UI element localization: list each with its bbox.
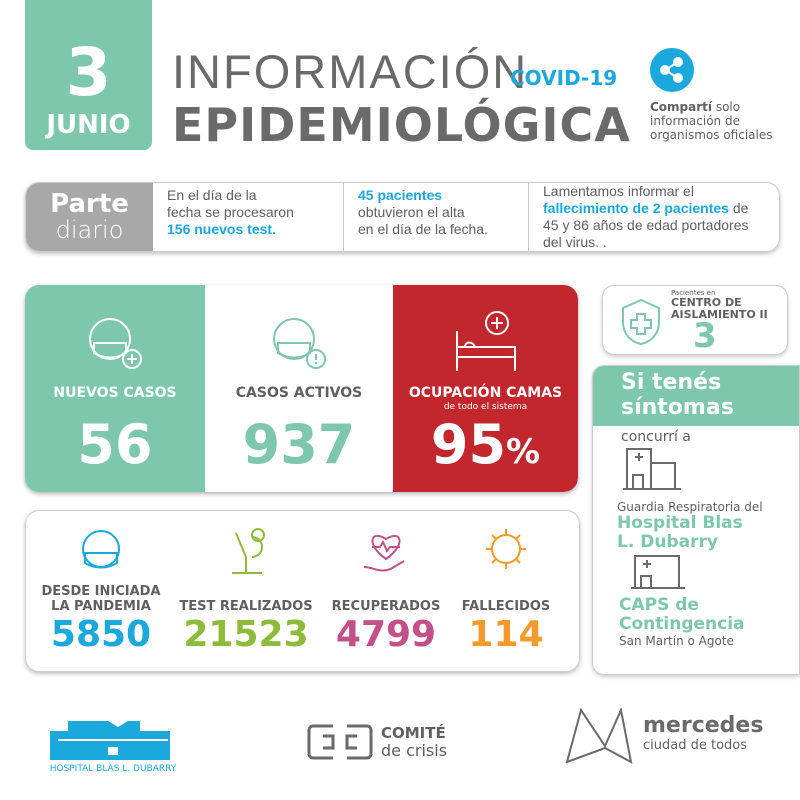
comite-logo: COMITÉ de crisis: [305, 722, 447, 762]
share-bold: Compartí: [650, 100, 713, 114]
hospital-bed-icon: [455, 311, 516, 371]
casos-activos-panel: CASOS ACTIVOS 937: [205, 285, 393, 492]
sintomas-card: Si tenés síntomas concurrí a Guardia Resp…: [592, 365, 800, 675]
mercedes-logo: mercedes ciudad de todos: [565, 708, 763, 764]
stat-label: RECUPERADOS: [331, 599, 441, 614]
date-month: JUNIO: [46, 110, 131, 140]
parte-fallecidos: Lamentamos informar el fallecimiento de 2…: [528, 183, 779, 251]
t: en el día de la fecha.: [358, 221, 488, 237]
title-line1: INFORMACIÓN: [172, 45, 529, 98]
share-icon[interactable]: [650, 48, 694, 92]
share-rest: solo: [712, 100, 741, 114]
stat-value: 4799: [335, 614, 437, 655]
t: En el día de la: [167, 187, 257, 203]
parte-diario: Parte diario En el día de la fecha se proc…: [25, 182, 780, 252]
t: de: [728, 200, 749, 216]
centro-value: 3: [693, 316, 717, 356]
stat-value: 21523: [183, 614, 309, 655]
heart-hand-icon: [363, 534, 405, 572]
stat-value: 5850: [50, 614, 152, 655]
stat-tests: TEST REALIZADOS 21523: [176, 523, 316, 656]
camas-unit: %: [506, 432, 541, 472]
t: CAPS de: [619, 595, 699, 615]
microscope-icon: [232, 528, 265, 574]
comite-text: COMITÉ: [381, 724, 446, 742]
stat-value: 114: [468, 614, 544, 655]
activos-label: CASOS ACTIVOS: [235, 385, 363, 401]
camas-label: OCUPACIÓN CAMAS: [408, 385, 563, 401]
share-line2: información de: [650, 114, 740, 128]
parte-bold: Parte: [50, 189, 129, 219]
caps-address: San Martín o Agote: [619, 634, 734, 648]
share-note: Compartí solo información de organismos …: [650, 100, 772, 142]
cumulative-stats: DESDE INICIADA LA PANDEMIA 5850 TEST REA…: [25, 510, 580, 672]
t: obtuvieron el alta: [358, 204, 465, 220]
covid-tag: COVID-19: [510, 66, 618, 90]
concurri-text: concurrí a: [621, 429, 691, 445]
activos-value: 937: [242, 413, 356, 476]
t: 45 y 86 años de edad portadores: [543, 217, 749, 233]
share-line3: organismos oficiales: [650, 128, 773, 142]
t: Lamentamos informar el: [543, 183, 694, 199]
t: fecha se procesaron: [167, 204, 294, 220]
parte-light: diario: [55, 216, 124, 244]
sintomas-header: Si tenés síntomas: [593, 366, 799, 426]
centro-l1: CENTRO DE: [671, 296, 742, 309]
t: del virus. .: [543, 234, 607, 250]
hospital-logo-text: HOSPITAL BLAS L. DUBARRY: [49, 764, 177, 774]
clinic-building-icon: [631, 555, 685, 589]
stat-label: TEST REALIZADOS: [179, 599, 313, 614]
parte-label: Parte diario: [26, 183, 153, 251]
stat-fallecidos: FALLECIDOS 114: [436, 523, 576, 656]
nuevos-casos-panel: NUEVOS CASOS 56: [25, 285, 205, 492]
masked-face-icon: [89, 318, 142, 369]
tests-highlight: 156 nuevos test.: [167, 221, 276, 237]
mercedes-m-logo: [565, 708, 633, 764]
centro-pre: Pacientes en: [671, 289, 716, 297]
hospital-building-logo: [50, 721, 170, 761]
camas-sub: de todo el sistema: [443, 402, 528, 412]
t: L. Dubarry: [617, 532, 718, 552]
centro-l2: AISLAMIENTO II: [671, 308, 768, 321]
title-line2: EPIDEMIOLÓGICA: [172, 98, 631, 152]
t: Si tenés: [621, 370, 722, 395]
t: Hospital Blas: [617, 513, 743, 533]
masked-face-alert-icon: [273, 318, 326, 369]
altas-highlight: 45 pacientes: [358, 187, 443, 203]
crisis-text: de crisis: [381, 741, 448, 760]
centro-aislamiento-card: Pacientes en CENTRO DE AISLAMIENTO II 3: [602, 285, 788, 355]
stat-pandemia: DESDE INICIADA LA PANDEMIA 5850: [31, 523, 171, 656]
shield-cross-icon: [622, 298, 660, 346]
nuevos-label: NUEVOS CASOS: [53, 385, 177, 401]
parte-altas: 45 pacientes obtuvieron el alta en el día …: [343, 183, 528, 251]
t: síntomas: [621, 395, 734, 420]
camas-value: 95: [430, 413, 507, 476]
stat-recuperados: RECUPERADOS 4799: [316, 523, 456, 656]
t: Contingencia: [619, 614, 745, 634]
nuevos-value: 56: [77, 413, 153, 476]
date-badge: 3 JUNIO: [25, 0, 152, 150]
mercedes-text: mercedes: [643, 713, 764, 738]
masked-face-icon: [82, 530, 120, 569]
comite-cc-logo: [307, 724, 373, 760]
date-day: 3: [65, 34, 112, 111]
parte-tests: En el día de la fecha se procesaron 156 nu…: [153, 183, 343, 251]
fallecidos-highlight: fallecimiento de 2 pacientes: [543, 200, 729, 216]
virus-icon: [486, 529, 526, 569]
hospital-building-icon: [623, 448, 681, 490]
ciudad-text: ciudad de todos: [643, 738, 748, 753]
guardia-text: Guardia Respiratoria del: [617, 500, 763, 514]
hospital-logo: HOSPITAL BLAS L. DUBARRY: [48, 715, 178, 774]
ocupacion-camas-panel: OCUPACIÓN CAMAS de todo el sistema 95%: [393, 285, 578, 492]
stat-label: FALLECIDOS: [461, 599, 551, 614]
main-stats: NUEVOS CASOS 56 CASOS ACTIVOS 937 OCUPAC…: [25, 285, 578, 492]
stat-label: DESDE INICIADA LA PANDEMIA: [41, 584, 161, 614]
